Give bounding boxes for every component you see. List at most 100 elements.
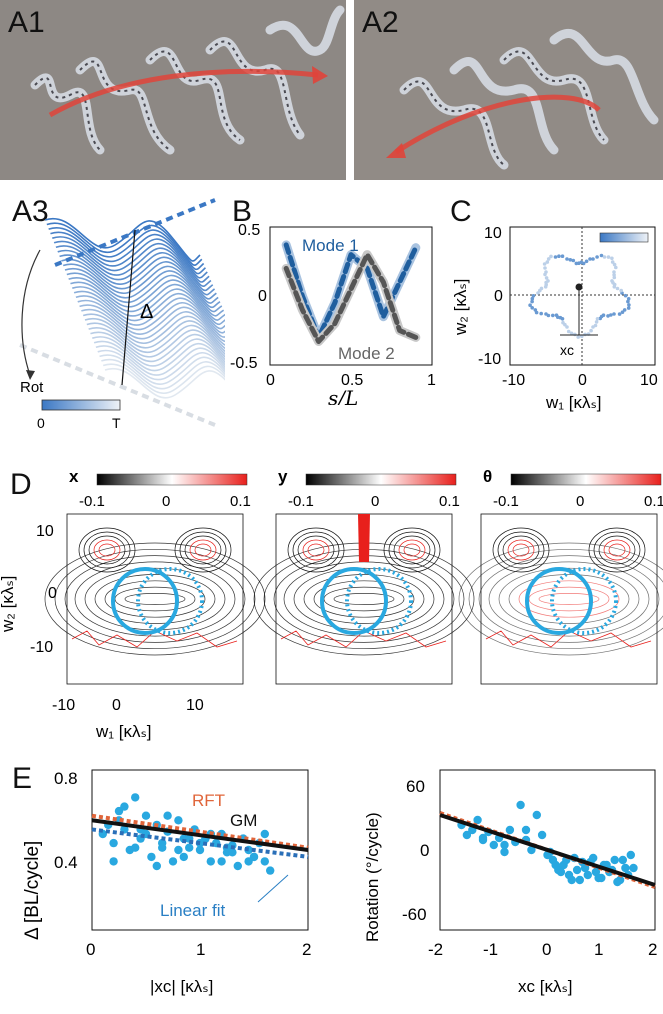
- d-xtick-1: 0: [112, 697, 121, 714]
- d-contour: [194, 543, 212, 557]
- d-panel-3: θ-0.1 0 0.1: [458, 467, 663, 685]
- a3-body-curve: [82, 313, 225, 350]
- d-red-band: [358, 514, 370, 562]
- e-fit-line-rft: [91, 813, 309, 850]
- d-contour: [307, 543, 325, 557]
- c-scatter-point: [571, 258, 576, 263]
- a3-body-curve: [81, 308, 225, 346]
- c-scatter-point: [619, 288, 623, 293]
- c-ytick-bottom: -10: [478, 351, 501, 368]
- d-panel-1: x-0.1 0 0.1: [44, 467, 266, 685]
- a3-body-curve: [72, 286, 225, 326]
- b-mode2-label: Mode 2: [338, 344, 395, 363]
- e-data-point: [583, 870, 592, 880]
- c-scatter-point: [573, 332, 577, 337]
- a3-body-curve: [90, 331, 225, 363]
- c-scatter-point: [576, 335, 580, 339]
- c-scatter-point: [528, 303, 532, 307]
- c-scatter-point: [554, 313, 559, 317]
- c-ylabel: w₂ [κλₛ]: [451, 279, 470, 336]
- c-scatter-point: [591, 325, 595, 329]
- b-ytick-top: 0.5: [238, 222, 260, 239]
- c-scatter-point: [614, 265, 618, 270]
- linear-fit-label: Linear fit: [160, 901, 225, 920]
- a3-body-curve: [77, 299, 225, 338]
- a3-body-curve: [44, 217, 201, 262]
- d-colorbar: [510, 473, 662, 486]
- b-mode1-label: Mode 1: [302, 236, 359, 255]
- e-data-point: [260, 857, 269, 866]
- d-contour: [64, 555, 246, 643]
- rot-label: Rot: [20, 379, 44, 396]
- colorbar-max-label: T: [112, 415, 121, 431]
- a3-body-curve: [48, 226, 205, 271]
- d-contour: [104, 580, 206, 618]
- d-contour: [179, 531, 227, 569]
- d-ytick-mid: 0: [48, 585, 57, 602]
- a3-body-curves: [44, 217, 225, 399]
- e-data-point: [109, 857, 118, 866]
- c-ytick-top: 10: [484, 225, 502, 242]
- c-scatter-point: [612, 312, 616, 316]
- e-data-point: [589, 853, 598, 863]
- e-data-point: [131, 843, 140, 852]
- e-data-point: [174, 845, 183, 855]
- c-scatter-point: [542, 262, 547, 266]
- d-contour: [88, 535, 126, 565]
- photo-a1: A1: [0, 0, 346, 180]
- c-scatter-point: [610, 256, 614, 261]
- b-series-line-1: [283, 242, 419, 340]
- c-scatter-point: [560, 254, 565, 258]
- d-ytick-bottom: -10: [30, 639, 53, 656]
- d-contour: [497, 531, 545, 569]
- d-contour: [538, 593, 600, 605]
- d-figure: x-0.1 0 0.1y-0.1 0 0.1θ-0.1 0 0.1 w₂ [κλₛ] 10 …: [0, 467, 663, 741]
- a3-body-curve: [104, 367, 225, 399]
- c-scatter-point: [612, 275, 617, 280]
- e-right-xtick-2: 0: [542, 940, 551, 959]
- b-series: [281, 240, 421, 346]
- a3-colorbar: [41, 399, 121, 411]
- e-data-point: [195, 845, 205, 855]
- e-data-point: [610, 855, 619, 865]
- c-scatter-point: [583, 332, 587, 337]
- c-scatter-point: [620, 310, 625, 314]
- e-data-point: [537, 830, 547, 840]
- b-chart: 0.5 0 -0.5 0 0.5 1 s/L Mode 1 Mode 2: [230, 222, 436, 405]
- c-xc-label: xc: [560, 342, 574, 358]
- a3-body-curve: [92, 336, 225, 367]
- d-contour: [93, 539, 121, 561]
- e-data-point: [206, 857, 215, 866]
- c-scatter-point: [544, 276, 549, 280]
- d-xtick-2: 10: [186, 697, 204, 714]
- c-scatter-point: [565, 257, 569, 261]
- e-right-xtick-4: 2: [648, 940, 657, 959]
- panel-label-b: B: [232, 195, 253, 228]
- e-left-xtick-1: 1: [196, 940, 205, 959]
- e-data-point: [233, 861, 242, 871]
- d-panel-2: y-0.1 0 0.1: [253, 467, 475, 685]
- e-data-point: [109, 838, 118, 848]
- rotation-arrow: [21, 249, 41, 376]
- a3-body-curve: [64, 267, 221, 309]
- c-scatter-point: [530, 296, 535, 301]
- b-axes-box: [269, 226, 433, 366]
- c-chart: xc 10 0 -10 -10 0 10 w₁ [κλₛ] w₂ [κλₛ]: [451, 225, 658, 412]
- e-data-point: [500, 847, 509, 857]
- d-contour: [78, 527, 136, 573]
- c-scatter-point: [623, 293, 628, 298]
- e-left-ylabel: Δ [BL/cycle]: [22, 841, 43, 940]
- c-scatter-point: [591, 257, 595, 261]
- c-scatter-point: [534, 310, 539, 315]
- c-scatter-point: [626, 297, 631, 301]
- d-contour: [98, 543, 116, 557]
- d-contour: [83, 531, 131, 569]
- colorbar-min-label: 0: [37, 415, 45, 431]
- d-circle-solid: [320, 567, 388, 635]
- e-data-point: [185, 843, 194, 852]
- e-data-point: [217, 857, 226, 866]
- d-ytick-top: 10: [36, 523, 54, 540]
- d-colorbar-tick: 0.1: [439, 493, 460, 510]
- e-data-point: [179, 852, 188, 862]
- d-contour: [302, 539, 330, 561]
